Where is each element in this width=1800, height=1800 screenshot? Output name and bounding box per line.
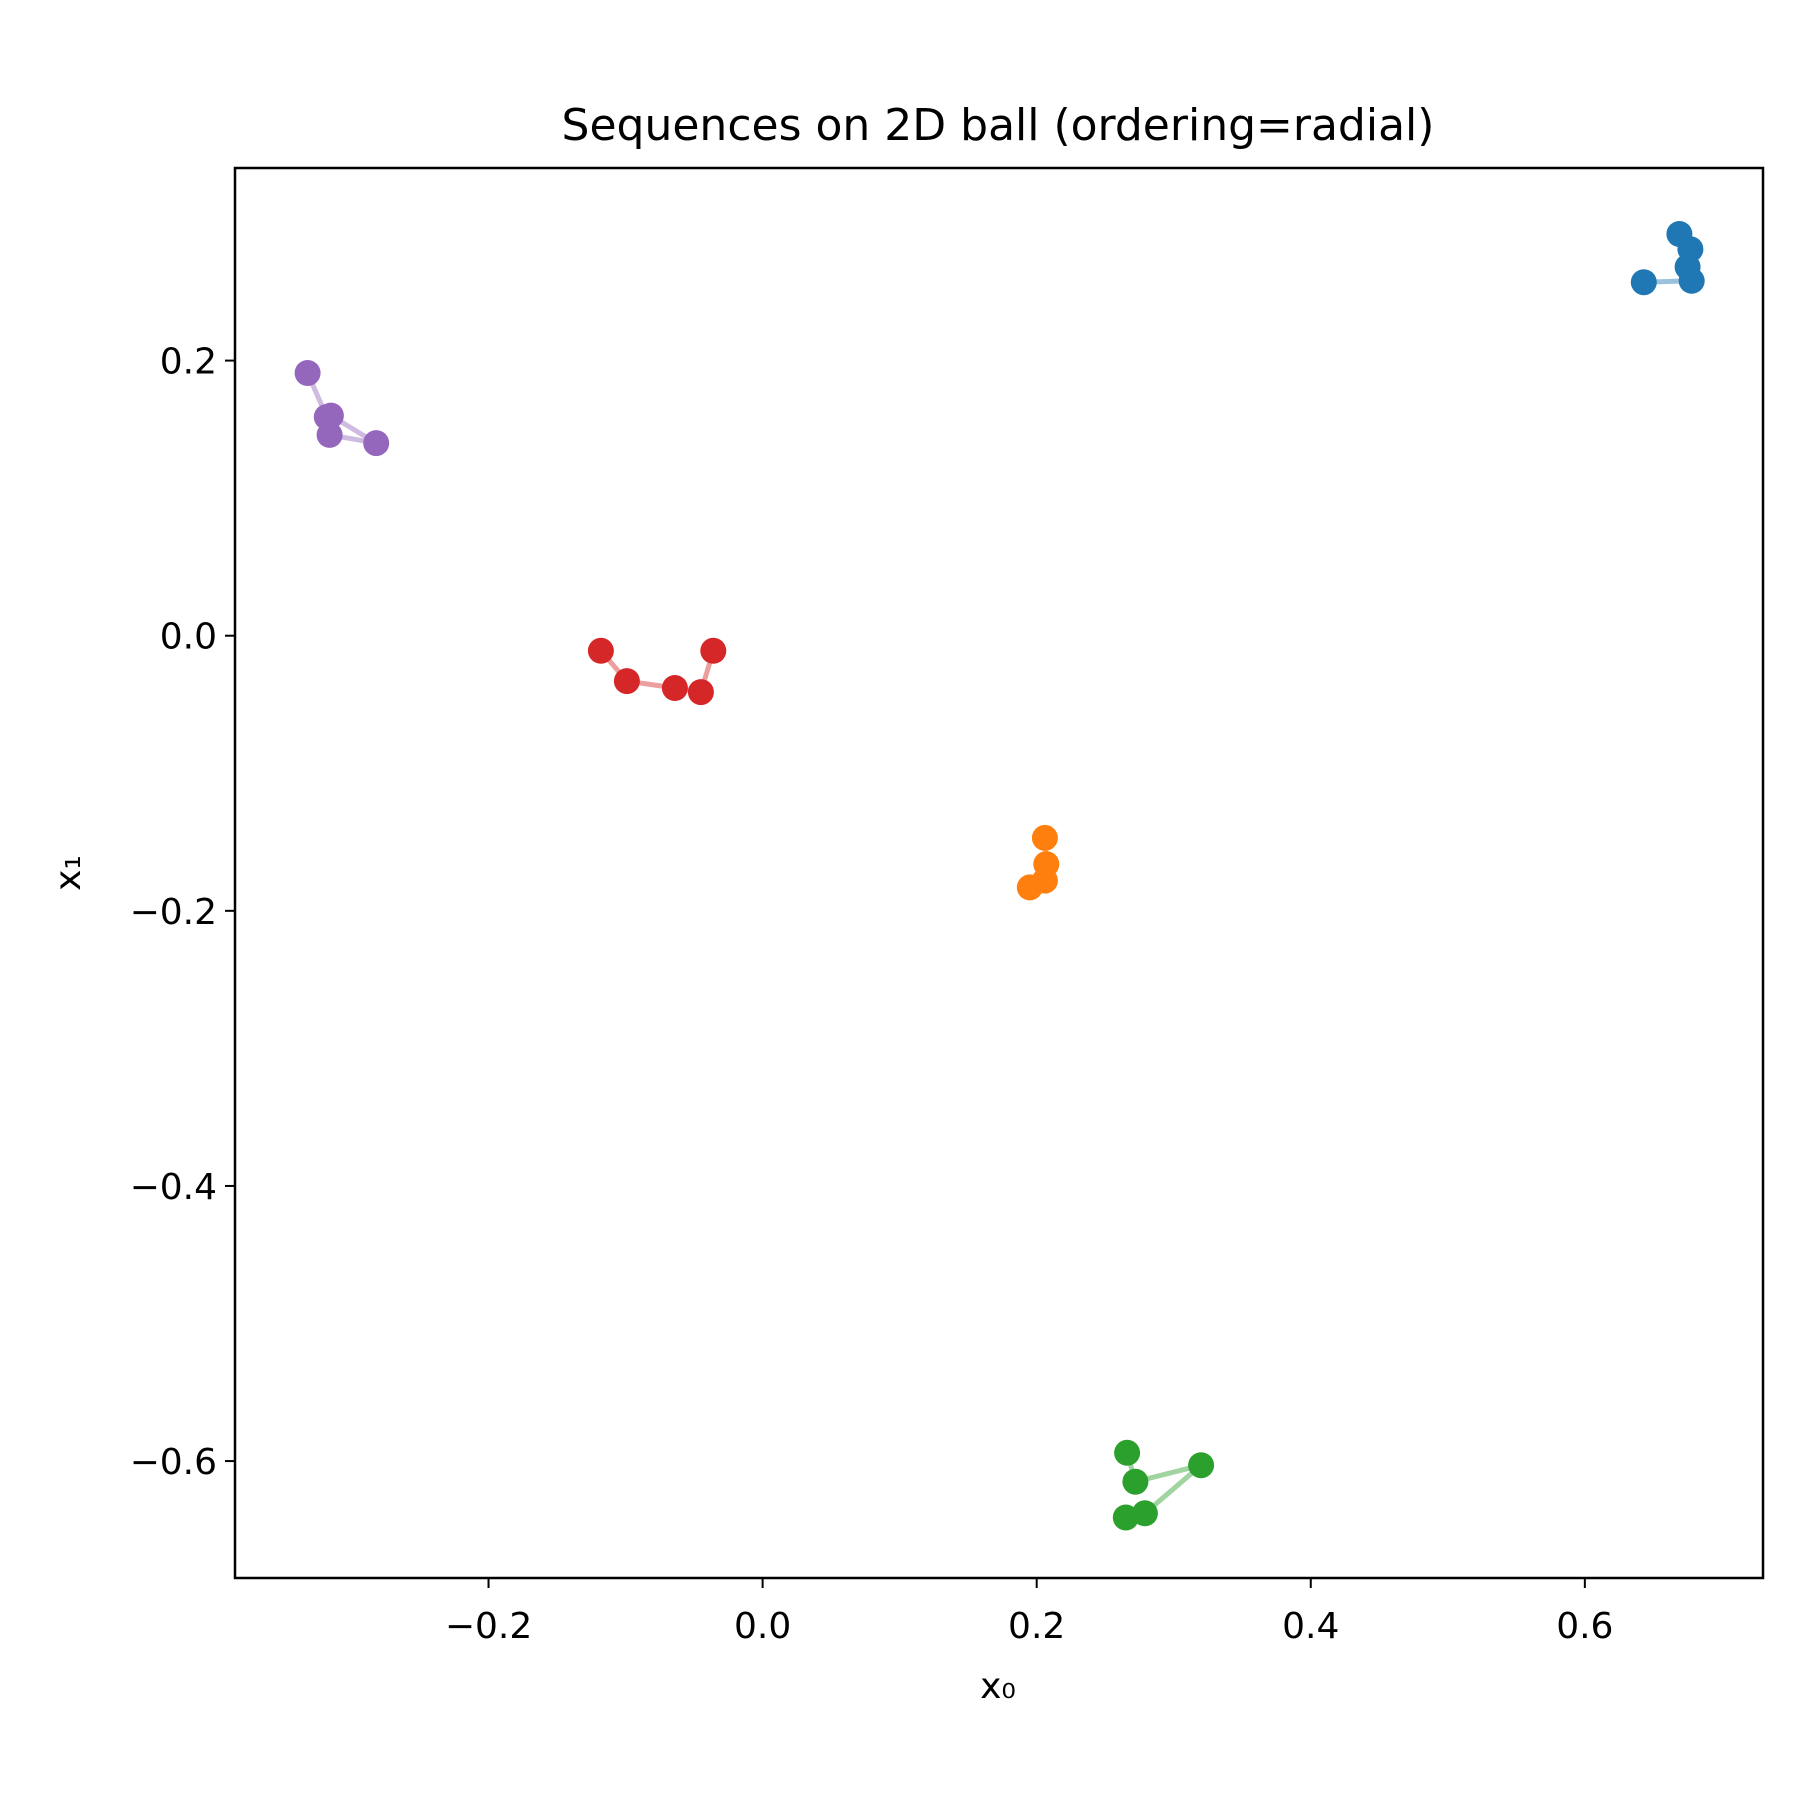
series-1 — [1630, 221, 1705, 296]
series-4 — [587, 637, 727, 706]
y-tick-label: −0.2 — [130, 892, 217, 933]
series-2 — [1016, 824, 1060, 901]
series-2-point-3 — [1033, 851, 1060, 878]
series-1-point-1 — [1630, 269, 1657, 296]
series-3 — [1112, 1439, 1215, 1531]
y-tick-label: 0.2 — [160, 342, 217, 383]
x-tick-label: 0.6 — [1556, 1606, 1613, 1647]
series-5-point-5 — [317, 402, 344, 429]
series-5-point-1 — [294, 360, 321, 386]
series-3-point-3 — [1188, 1452, 1215, 1479]
x-axis-label: x₀ — [980, 1666, 1016, 1707]
plot-area — [294, 221, 1705, 1531]
x-tick-label: 0.2 — [1008, 1606, 1065, 1647]
series-5-point-3 — [316, 421, 343, 448]
series-3-point-2 — [1131, 1500, 1158, 1527]
x-tick-label: 0.0 — [734, 1606, 791, 1647]
chart-title: Sequences on 2D ball (ordering=radial) — [562, 100, 1435, 151]
series-4-point-5 — [700, 637, 727, 664]
axes-frame — [233, 166, 1765, 1580]
x-tick-label: 0.4 — [1282, 1606, 1339, 1647]
y-axis-label: x₁ — [48, 855, 89, 891]
x-tick-label: −0.2 — [445, 1606, 532, 1647]
series-5 — [294, 360, 390, 457]
series-4-point-4 — [687, 679, 714, 706]
series-3-point-4 — [1122, 1468, 1149, 1495]
y-tick-label: −0.4 — [130, 1167, 217, 1208]
series-2-point-4 — [1031, 824, 1058, 851]
series-1-point-5 — [1666, 221, 1693, 247]
series-3-point-5 — [1114, 1439, 1141, 1466]
y-axis: 0.2 0.0 −0.2 −0.4 −0.6 — [130, 342, 235, 1483]
series-5-point-4 — [363, 430, 390, 457]
y-tick-label: −0.6 — [130, 1442, 217, 1483]
series-4-point-3 — [661, 675, 688, 701]
y-tick-label: 0.0 — [160, 617, 217, 658]
series-4-point-2 — [613, 668, 640, 695]
series-4-point-1 — [587, 637, 614, 664]
x-axis: −0.2 0.0 0.2 0.4 0.6 — [445, 1578, 1613, 1647]
